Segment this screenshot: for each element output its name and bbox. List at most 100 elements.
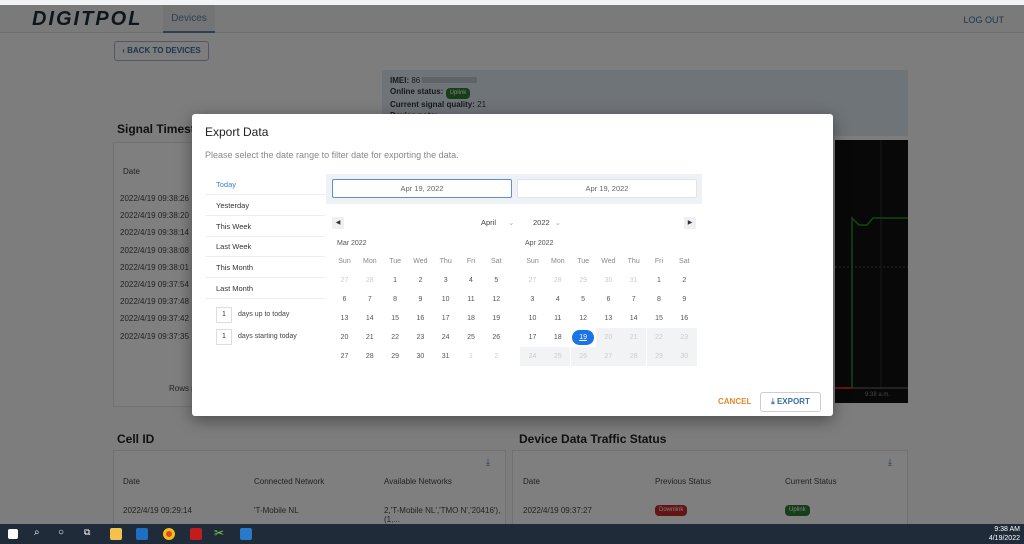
day-number: 1 (393, 277, 398, 284)
days-start-input[interactable]: 1 (216, 329, 232, 345)
day-cell[interactable]: 18 (459, 309, 484, 328)
day-cell[interactable]: 14 (357, 309, 382, 328)
day-cell: 22 (646, 328, 672, 347)
day-number: 13 (604, 315, 613, 322)
day-cell[interactable]: 16 (672, 309, 697, 328)
clock-date: 4/19/2022 (988, 535, 1020, 542)
day-cell[interactable]: 10 (520, 309, 545, 328)
outlook-icon[interactable] (136, 528, 148, 540)
day-cell[interactable]: 29 (383, 347, 408, 366)
export-button[interactable]: ⤓ EXPORT (760, 392, 821, 412)
day-cell[interactable]: 9 (408, 290, 433, 309)
end-date-input[interactable]: Apr 19, 2022 (517, 179, 697, 198)
windows-start-icon[interactable] (8, 529, 18, 539)
weekday-header: Fri (466, 258, 476, 265)
weekday-header: Sun (338, 258, 351, 265)
day-cell[interactable]: 6 (596, 290, 621, 309)
days-up-input[interactable]: 1 (216, 307, 232, 323)
day-cell[interactable]: 27 (332, 347, 357, 366)
day-cell[interactable]: 15 (383, 309, 408, 328)
preset-last-month[interactable]: Last Month (205, 278, 325, 299)
day-cell[interactable]: 3 (433, 271, 458, 290)
day-cell[interactable]: 2 (672, 271, 697, 290)
day-number: 20 (340, 334, 349, 341)
day-cell[interactable]: 13 (332, 309, 357, 328)
cancel-button[interactable]: CANCEL (718, 397, 752, 406)
day-cell[interactable]: 3 (520, 290, 545, 309)
day-cell[interactable]: 12 (571, 309, 596, 328)
acrobat-icon[interactable] (190, 528, 202, 540)
preset-today[interactable]: Today (205, 174, 325, 195)
day-cell[interactable]: 11 (459, 290, 484, 309)
month-value: April (481, 218, 497, 227)
task-view-icon[interactable]: ⧉ (84, 527, 91, 537)
day-cell[interactable]: 8 (383, 290, 408, 309)
day-cell[interactable]: 30 (408, 347, 433, 366)
day-number: 29 (655, 353, 663, 360)
year-value: 2022 (533, 218, 550, 227)
preset-this-week[interactable]: This Week (205, 216, 325, 237)
day-cell[interactable]: 20 (332, 328, 357, 347)
day-cell[interactable]: 21 (357, 328, 382, 347)
taskbar: ⌕ ○ ⧉ ✂ (0, 524, 1024, 544)
day-cell[interactable]: 18 (545, 328, 570, 347)
day-cell[interactable]: 15 (647, 309, 672, 328)
day-cell: 28 (357, 271, 382, 290)
day-cell[interactable]: 17 (520, 328, 545, 347)
cortana-icon[interactable]: ○ (58, 527, 65, 538)
day-cell[interactable]: 19 (571, 328, 596, 347)
weekday-header: Tue (577, 258, 589, 265)
day-number: 26 (579, 353, 587, 360)
month-select[interactable]: April ⌄ (481, 218, 514, 227)
day-cell[interactable]: 22 (383, 328, 408, 347)
day-cell[interactable]: 6 (332, 290, 357, 309)
day-cell[interactable]: 10 (433, 290, 458, 309)
photos-icon[interactable] (240, 528, 252, 540)
day-cell[interactable]: 7 (621, 290, 646, 309)
day-number: 25 (467, 334, 475, 341)
day-cell: 30 (671, 347, 697, 366)
day-cell[interactable]: 2 (408, 271, 433, 290)
preset-last-week[interactable]: Last Week (205, 236, 325, 258)
day-number: 30 (604, 277, 613, 284)
export-dialog: Export Data Please select the date range… (192, 114, 833, 416)
day-number: 25 (553, 353, 562, 360)
day-number: 15 (391, 315, 399, 322)
day-cell[interactable]: 8 (647, 290, 672, 309)
day-cell[interactable]: 5 (484, 271, 509, 290)
day-cell[interactable]: 4 (459, 271, 484, 290)
day-cell[interactable]: 26 (484, 328, 509, 347)
day-cell[interactable]: 16 (408, 309, 433, 328)
start-date-input[interactable]: Apr 19, 2022 (332, 179, 512, 198)
snipping-tool-icon[interactable]: ✂ (214, 526, 225, 540)
day-cell[interactable]: 31 (433, 347, 458, 366)
day-cell: 28 (621, 347, 647, 366)
day-cell[interactable]: 1 (383, 271, 408, 290)
preset-this-month[interactable]: This Month (205, 257, 325, 279)
day-cell[interactable]: 9 (672, 290, 697, 309)
day-cell[interactable]: 1 (647, 271, 672, 290)
day-cell[interactable]: 17 (433, 309, 458, 328)
chrome-icon[interactable] (163, 528, 175, 540)
day-cell[interactable]: 5 (571, 290, 596, 309)
preset-yesterday[interactable]: Yesterday (205, 195, 325, 216)
day-cell[interactable]: 19 (484, 309, 509, 328)
file-explorer-icon[interactable] (110, 528, 122, 540)
day-cell: 29 (571, 271, 596, 290)
day-cell[interactable]: 12 (484, 290, 509, 309)
day-cell[interactable]: 13 (596, 309, 621, 328)
prev-month-icon[interactable]: ◀ (332, 217, 344, 229)
day-cell[interactable]: 11 (545, 309, 570, 328)
year-select[interactable]: 2022 ⌄ (533, 218, 561, 227)
day-cell[interactable]: 28 (357, 347, 382, 366)
day-cell[interactable]: 7 (357, 290, 382, 309)
day-cell[interactable]: 4 (545, 290, 570, 309)
search-icon[interactable]: ⌕ (34, 527, 40, 538)
day-cell[interactable]: 14 (621, 309, 646, 328)
next-month-icon[interactable]: ▶ (684, 217, 696, 229)
day-number: 6 (342, 296, 347, 303)
day-number: 5 (494, 277, 499, 284)
day-cell[interactable]: 23 (408, 328, 433, 347)
day-cell[interactable]: 24 (433, 328, 458, 347)
day-cell[interactable]: 25 (459, 328, 484, 347)
